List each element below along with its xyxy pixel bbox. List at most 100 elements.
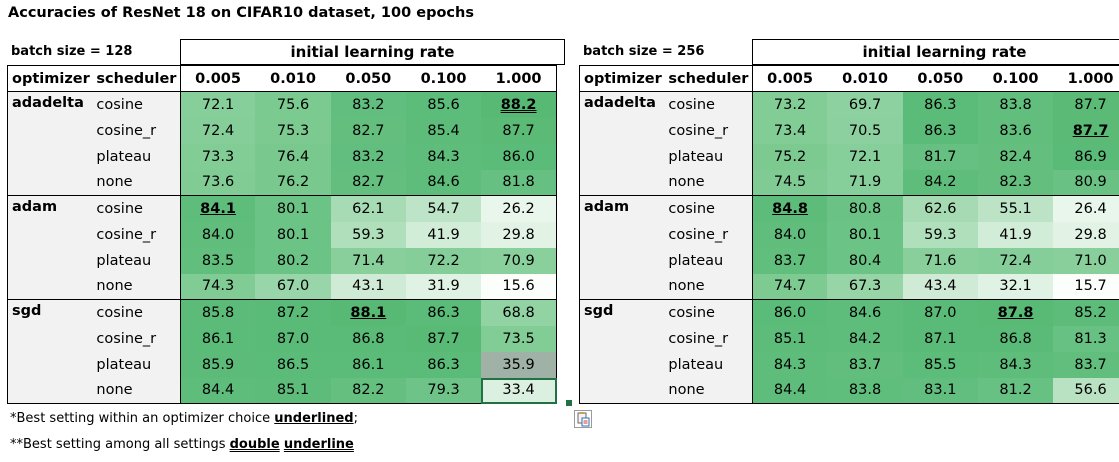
accuracy-cell[interactable]: 79.3	[405, 377, 482, 404]
accuracy-cell[interactable]: 87.0	[255, 325, 331, 352]
accuracy-cell[interactable]: 82.7	[330, 169, 406, 196]
accuracy-cell[interactable]: 87.8	[977, 299, 1054, 326]
accuracy-cell[interactable]: 75.3	[255, 117, 331, 144]
accuracy-cell[interactable]: 80.9	[1053, 169, 1119, 196]
accuracy-cell[interactable]: 80.1	[827, 221, 903, 248]
accuracy-cell[interactable]: 72.1	[180, 91, 256, 118]
accuracy-cell[interactable]: 73.4	[752, 117, 828, 144]
accuracy-cell[interactable]: 74.5	[752, 169, 828, 196]
optimizer-cell[interactable]: adadelta	[7, 91, 92, 118]
scheduler-cell[interactable]: plateau	[91, 247, 181, 274]
accuracy-cell[interactable]: 83.5	[180, 247, 256, 274]
optimizer-cell[interactable]: sgd	[579, 299, 664, 326]
accuracy-cell[interactable]: 29.8	[1053, 221, 1119, 248]
accuracy-cell[interactable]: 86.8	[330, 325, 406, 352]
accuracy-cell[interactable]: 84.2	[827, 325, 903, 352]
scheduler-cell[interactable]: cosine	[663, 195, 753, 222]
paste-options-icon[interactable]	[574, 410, 592, 428]
accuracy-cell[interactable]: 86.3	[902, 117, 978, 144]
scheduler-cell[interactable]: cosine_r	[663, 221, 753, 248]
accuracy-cell[interactable]: 71.9	[827, 169, 903, 196]
accuracy-cell[interactable]: 43.1	[330, 273, 406, 300]
optimizer-cell[interactable]	[579, 247, 664, 274]
accuracy-cell[interactable]: 83.7	[752, 247, 828, 274]
accuracy-cell[interactable]: 84.0	[752, 221, 828, 248]
accuracy-cell[interactable]: 86.3	[405, 299, 482, 326]
accuracy-cell[interactable]: 26.2	[481, 195, 558, 222]
scheduler-cell[interactable]: none	[663, 377, 753, 404]
accuracy-cell[interactable]: 81.7	[902, 143, 978, 170]
accuracy-cell[interactable]: 55.1	[977, 195, 1054, 222]
accuracy-cell[interactable]: 83.7	[827, 351, 903, 378]
accuracy-cell[interactable]: 86.5	[255, 351, 331, 378]
accuracy-cell[interactable]: 85.2	[1053, 299, 1119, 326]
optimizer-cell[interactable]	[7, 221, 92, 248]
accuracy-cell[interactable]: 74.7	[752, 273, 828, 300]
accuracy-cell[interactable]: 85.5	[902, 351, 978, 378]
accuracy-cell[interactable]: 87.7	[1053, 91, 1119, 118]
scheduler-cell[interactable]: plateau	[663, 143, 753, 170]
accuracy-cell[interactable]: 80.4	[827, 247, 903, 274]
accuracy-cell[interactable]: 86.3	[902, 91, 978, 118]
accuracy-cell[interactable]: 67.3	[827, 273, 903, 300]
accuracy-cell[interactable]: 82.2	[330, 377, 406, 404]
accuracy-cell[interactable]: 84.6	[405, 169, 482, 196]
accuracy-cell[interactable]: 56.6	[1053, 377, 1119, 404]
accuracy-cell[interactable]: 80.1	[255, 195, 331, 222]
scheduler-cell[interactable]: cosine_r	[663, 117, 753, 144]
accuracy-cell[interactable]: 26.4	[1053, 195, 1119, 222]
accuracy-cell[interactable]: 74.3	[180, 273, 256, 300]
accuracy-cell[interactable]: 76.4	[255, 143, 331, 170]
scheduler-cell[interactable]: none	[91, 377, 181, 404]
accuracy-cell[interactable]: 68.8	[481, 299, 558, 326]
optimizer-cell[interactable]	[579, 143, 664, 170]
accuracy-cell[interactable]: 82.3	[977, 169, 1054, 196]
accuracy-cell[interactable]: 15.6	[481, 273, 558, 300]
accuracy-cell[interactable]: 81.3	[1053, 325, 1119, 352]
accuracy-cell[interactable]: 54.7	[405, 195, 482, 222]
optimizer-cell[interactable]	[579, 221, 664, 248]
accuracy-cell[interactable]: 72.4	[977, 247, 1054, 274]
scheduler-cell[interactable]: cosine_r	[91, 117, 181, 144]
accuracy-cell[interactable]: 85.1	[752, 325, 828, 352]
accuracy-cell[interactable]: 83.2	[330, 91, 406, 118]
scheduler-cell[interactable]: cosine	[91, 91, 181, 118]
accuracy-cell[interactable]: 83.8	[977, 91, 1054, 118]
accuracy-cell[interactable]: 85.6	[405, 91, 482, 118]
accuracy-cell[interactable]: 81.2	[977, 377, 1054, 404]
accuracy-cell[interactable]: 83.1	[902, 377, 978, 404]
optimizer-cell[interactable]	[579, 325, 664, 352]
optimizer-cell[interactable]: adadelta	[579, 91, 664, 118]
optimizer-cell[interactable]	[579, 351, 664, 378]
accuracy-cell[interactable]: 82.4	[977, 143, 1054, 170]
optimizer-cell[interactable]: adam	[579, 195, 664, 222]
optimizer-cell[interactable]: adam	[7, 195, 92, 222]
optimizer-cell[interactable]	[579, 377, 664, 404]
accuracy-cell[interactable]: 87.1	[902, 325, 978, 352]
accuracy-cell[interactable]: 32.1	[977, 273, 1054, 300]
accuracy-cell[interactable]: 76.2	[255, 169, 331, 196]
accuracy-cell[interactable]: 84.6	[827, 299, 903, 326]
accuracy-cell[interactable]: 43.4	[902, 273, 978, 300]
scheduler-cell[interactable]: cosine	[91, 195, 181, 222]
scheduler-cell[interactable]: none	[663, 169, 753, 196]
accuracy-cell[interactable]: 80.8	[827, 195, 903, 222]
accuracy-cell[interactable]: 62.1	[330, 195, 406, 222]
accuracy-cell[interactable]: 87.2	[255, 299, 331, 326]
accuracy-cell[interactable]: 72.4	[180, 117, 256, 144]
optimizer-cell[interactable]	[7, 377, 92, 404]
accuracy-cell[interactable]: 41.9	[405, 221, 482, 248]
accuracy-cell[interactable]: 73.3	[180, 143, 256, 170]
accuracy-cell[interactable]: 73.6	[180, 169, 256, 196]
optimizer-cell[interactable]	[7, 143, 92, 170]
scheduler-cell[interactable]: cosine	[91, 299, 181, 326]
scheduler-cell[interactable]: none	[91, 273, 181, 300]
accuracy-cell[interactable]: 71.4	[330, 247, 406, 274]
accuracy-cell[interactable]: 72.1	[827, 143, 903, 170]
accuracy-cell[interactable]: 35.9	[481, 351, 558, 378]
accuracy-cell[interactable]: 86.1	[330, 351, 406, 378]
optimizer-cell[interactable]	[579, 273, 664, 300]
optimizer-cell[interactable]	[579, 169, 664, 196]
accuracy-cell[interactable]: 88.1	[330, 299, 406, 326]
accuracy-cell[interactable]: 70.9	[481, 247, 558, 274]
